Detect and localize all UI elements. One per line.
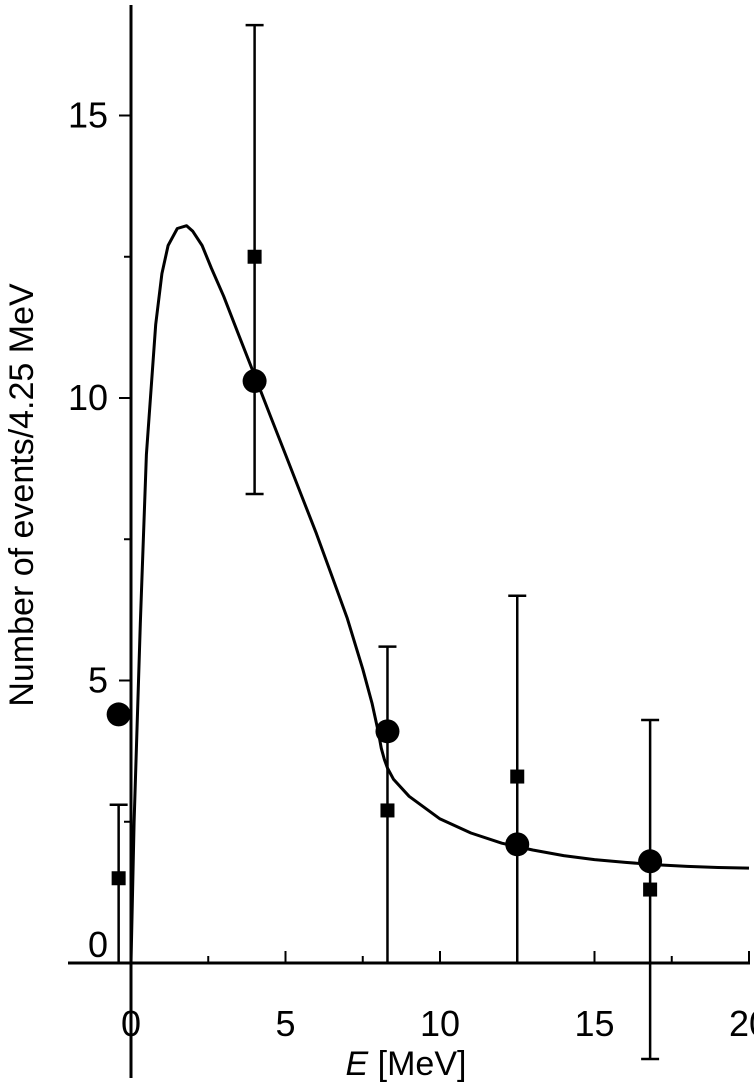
y-tick-label: 10 bbox=[68, 377, 108, 418]
x-tick-label: 10 bbox=[420, 1003, 460, 1044]
x-tick-label: 0 bbox=[121, 1003, 141, 1044]
square-point bbox=[111, 871, 126, 886]
tick-label-layer: 0 5 10 15 20 0 5 10 15 bbox=[68, 95, 754, 1045]
x-axis-label: E [MeV] bbox=[346, 1045, 467, 1083]
axes bbox=[68, 5, 750, 1078]
fit-curve-layer bbox=[129, 224, 750, 964]
fit-curve bbox=[129, 224, 750, 964]
square-point bbox=[510, 769, 525, 784]
y-axis-label: Number of events/4.25 MeV bbox=[3, 283, 41, 707]
error-bar-layer bbox=[109, 23, 660, 1061]
x-axis-unit: [MeV] bbox=[368, 1045, 466, 1083]
y-tick-label: 15 bbox=[68, 95, 108, 136]
x-tick-label: 20 bbox=[729, 1003, 754, 1044]
circle-point bbox=[638, 849, 663, 874]
marker-layer bbox=[106, 249, 663, 897]
circle-point bbox=[375, 719, 400, 744]
square-point bbox=[643, 882, 658, 897]
square-point bbox=[247, 249, 262, 264]
x-tick-label: 5 bbox=[275, 1003, 295, 1044]
circle-point bbox=[106, 702, 131, 727]
x-tick-label: 15 bbox=[574, 1003, 614, 1044]
y-tick-label: 0 bbox=[88, 924, 108, 965]
circle-point bbox=[242, 369, 267, 394]
y-tick-label: 5 bbox=[88, 660, 108, 701]
circle-point bbox=[505, 832, 530, 857]
x-axis-symbol: E bbox=[346, 1045, 369, 1083]
square-point bbox=[380, 803, 395, 818]
